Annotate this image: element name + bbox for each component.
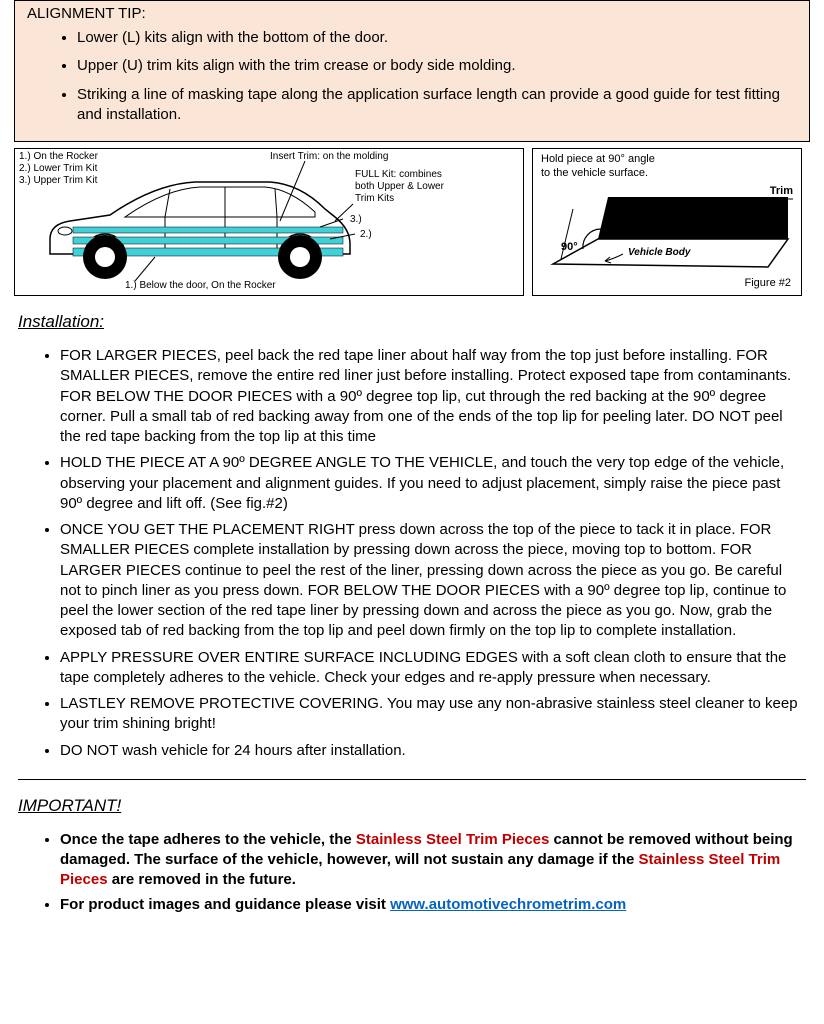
tip-list: Lower (L) kits align with the bottom of … [27, 28, 797, 125]
tip-item: Lower (L) kits align with the bottom of … [77, 28, 797, 48]
alignment-tip-box: ALIGNMENT TIP: Lower (L) kits align with… [14, 0, 810, 142]
vehicle-body-shape [553, 239, 788, 267]
tip-item: Striking a line of masking tape along th… [77, 85, 797, 126]
angle-svg [533, 149, 803, 297]
important-item-2: For product images and guidance please v… [60, 895, 800, 915]
diagram-row: 1.) On the Rocker 2.) Lower Trim Kit 3.)… [14, 148, 810, 296]
separator [18, 779, 806, 780]
install-item: DO NOT wash vehicle for 24 hours after i… [60, 741, 800, 761]
important-item-1: Once the tape adheres to the vehicle, th… [60, 830, 800, 891]
install-item: APPLY PRESSURE OVER ENTIRE SURFACE INCLU… [60, 648, 800, 689]
car-svg [15, 149, 525, 297]
install-item: ONCE YOU GET THE PLACEMENT RIGHT press d… [60, 520, 800, 642]
front-hub [95, 247, 115, 267]
ptr-line-1 [135, 257, 155, 281]
ptr-line-full [335, 204, 353, 221]
angle-ref [561, 209, 573, 259]
install-item: HOLD THE PIECE AT A 90º DEGREE ANGLE TO … [60, 453, 800, 514]
headlight [58, 227, 72, 235]
installation-title: Installation: [18, 312, 824, 332]
installation-list: FOR LARGER PIECES, peel back the red tap… [0, 346, 824, 761]
imp1-red1: Stainless Steel Trim Pieces [356, 831, 549, 848]
trim-piece [598, 197, 788, 239]
imp1-post: are removed in the future. [108, 871, 296, 888]
important-list: Once the tape adheres to the vehicle, th… [0, 830, 824, 915]
car-diagram: 1.) On the Rocker 2.) Lower Trim Kit 3.)… [14, 148, 524, 296]
product-link[interactable]: www.automotivechrometrim.com [390, 896, 626, 913]
upper-trim [73, 227, 343, 233]
imp2-pre: For product images and guidance please v… [60, 896, 390, 913]
rear-hub [290, 247, 310, 267]
tip-title: ALIGNMENT TIP: [27, 5, 797, 22]
tip-item: Upper (U) trim kits align with the trim … [77, 56, 797, 76]
body-arrow [605, 254, 623, 261]
imp1-pre: Once the tape adheres to the vehicle, th… [60, 831, 356, 848]
important-title: IMPORTANT! [18, 796, 824, 816]
install-item: FOR LARGER PIECES, peel back the red tap… [60, 346, 800, 447]
install-item: LASTLEY REMOVE PROTECTIVE COVERING. You … [60, 694, 800, 735]
angle-diagram: Hold piece at 90° angle to the vehicle s… [532, 148, 802, 296]
